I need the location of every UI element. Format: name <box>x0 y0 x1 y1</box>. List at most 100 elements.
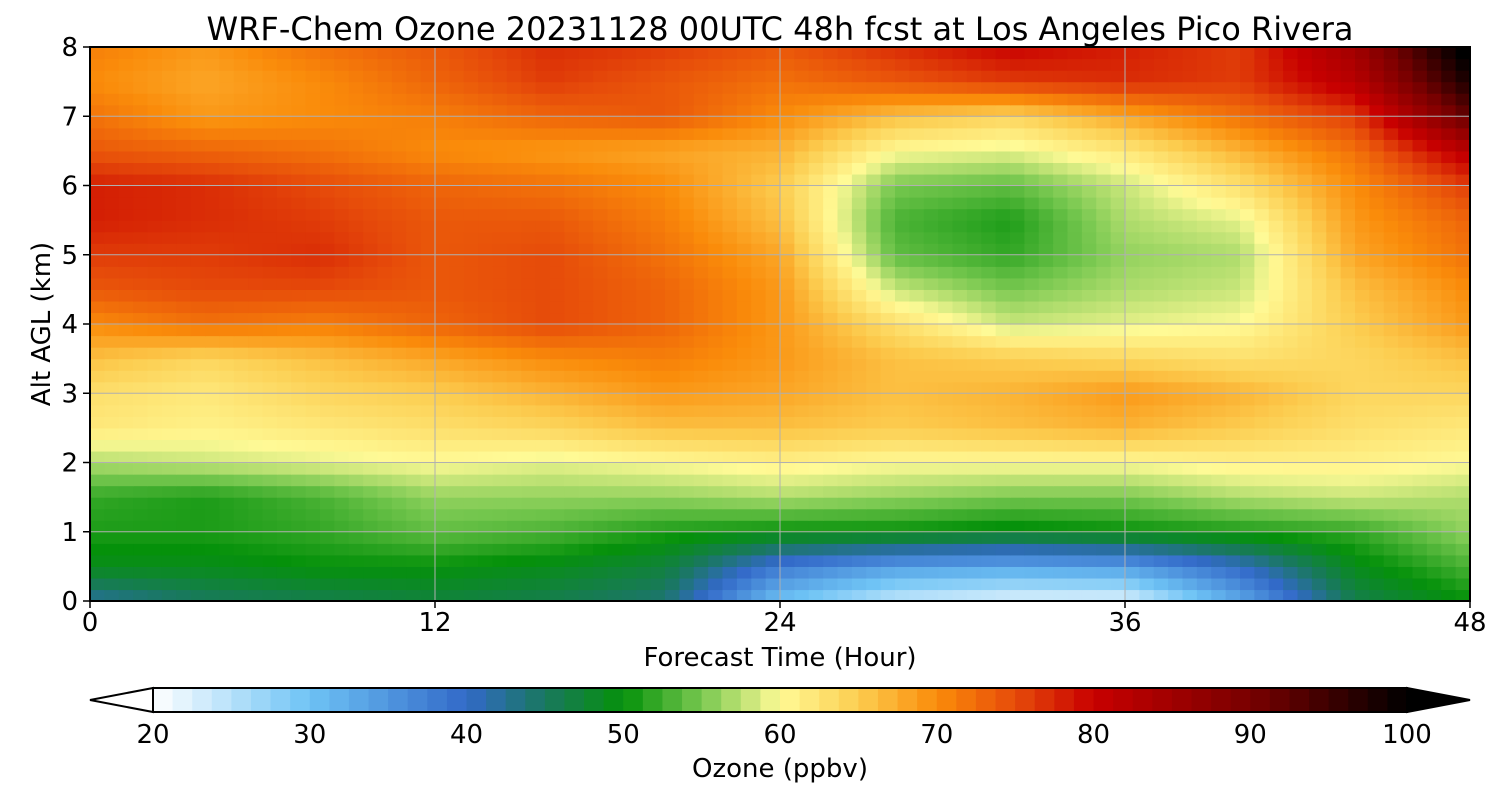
heatmap-cell <box>938 462 954 475</box>
heatmap-cell <box>1240 358 1255 371</box>
heatmap-cell <box>1268 312 1284 325</box>
heatmap-cell <box>851 485 867 498</box>
heatmap-cell <box>1441 289 1457 302</box>
heatmap-cell <box>535 266 551 279</box>
heatmap-cell <box>161 277 177 290</box>
heatmap-cell <box>1398 162 1414 175</box>
heatmap-cell <box>794 381 810 394</box>
heatmap-cell <box>248 416 264 429</box>
heatmap-cell <box>938 543 954 556</box>
heatmap-cell <box>1096 58 1112 71</box>
heatmap-cell <box>1182 497 1198 510</box>
colorbar-segment <box>153 688 174 712</box>
heatmap-cell <box>736 266 752 279</box>
heatmap-cell <box>90 381 105 394</box>
heatmap-cell <box>650 589 666 601</box>
heatmap-cell <box>161 347 177 360</box>
heatmap-cell <box>463 266 479 279</box>
heatmap-cell <box>521 150 537 164</box>
heatmap-cell <box>938 416 954 429</box>
heatmap-cell <box>1412 162 1428 175</box>
heatmap-cell <box>679 474 695 487</box>
heatmap-cell <box>492 335 508 348</box>
heatmap-cell <box>578 589 594 601</box>
heatmap-cell <box>823 300 839 314</box>
heatmap-cell <box>909 70 925 83</box>
heatmap-cell <box>190 474 206 487</box>
heatmap-cell <box>650 577 666 591</box>
heatmap-cell <box>1168 335 1184 348</box>
heatmap-cell <box>305 324 321 337</box>
heatmap-cell <box>578 462 594 475</box>
heatmap-cell <box>665 347 680 360</box>
heatmap-cell <box>722 58 738 71</box>
heatmap-cell <box>118 324 134 337</box>
heatmap-cell <box>1441 104 1457 117</box>
heatmap-cell <box>1010 93 1025 106</box>
heatmap-cell <box>1225 462 1241 475</box>
heatmap-cell <box>880 289 896 302</box>
heatmap-cell <box>966 139 982 152</box>
heatmap-cell <box>1211 197 1227 210</box>
heatmap-cell <box>607 577 623 591</box>
heatmap-cell <box>1355 347 1370 360</box>
heatmap-cell <box>650 220 666 233</box>
heatmap-cell <box>851 231 867 244</box>
heatmap-cell <box>1441 404 1457 417</box>
heatmap-cell <box>320 554 335 567</box>
heatmap-cell <box>305 208 321 221</box>
heatmap-cell <box>233 173 249 187</box>
heatmap-cell <box>909 185 925 198</box>
heatmap-cell <box>320 474 335 487</box>
heatmap-cell <box>578 439 594 452</box>
heatmap-cell <box>1081 150 1097 164</box>
heatmap-cell <box>420 404 436 417</box>
heatmap-cell <box>808 116 824 129</box>
heatmap-cell <box>377 554 393 567</box>
heatmap-cell <box>1340 554 1356 567</box>
heatmap-cell <box>463 185 479 198</box>
heatmap-cell <box>1240 289 1255 302</box>
colorbar-segment <box>1113 688 1134 712</box>
heatmap-cell <box>435 589 450 601</box>
heatmap-cell <box>1053 358 1069 371</box>
heatmap-cell <box>262 289 278 302</box>
heatmap-cell <box>1426 104 1442 117</box>
heatmap-cell <box>665 208 680 221</box>
heatmap-cell <box>190 104 206 117</box>
heatmap-cell <box>1053 81 1069 94</box>
heatmap-cell <box>1125 381 1140 394</box>
heatmap-cell <box>133 104 149 117</box>
heatmap-cell <box>377 93 393 106</box>
heatmap-cell <box>1311 427 1327 441</box>
heatmap-cell <box>837 104 853 117</box>
heatmap-cell <box>1441 462 1457 475</box>
heatmap-cell <box>90 370 105 383</box>
heatmap-cell <box>708 531 724 544</box>
colorbar-segment <box>799 688 820 712</box>
heatmap-cell <box>205 450 220 464</box>
heatmap-cell <box>708 277 724 290</box>
heatmap-cell <box>923 324 939 337</box>
heatmap-cell <box>1426 335 1442 348</box>
heatmap-cell <box>535 47 551 60</box>
heatmap-cell <box>348 462 364 475</box>
heatmap-cell <box>1426 508 1442 521</box>
heatmap-cell <box>837 81 853 94</box>
heatmap-cell <box>1053 427 1069 441</box>
heatmap-cell <box>1096 520 1112 533</box>
heatmap-cell <box>1153 370 1169 383</box>
heatmap-cell <box>1311 462 1327 475</box>
heatmap-cell <box>1168 520 1184 533</box>
heatmap-cell <box>1168 508 1184 521</box>
heatmap-cell <box>248 427 264 441</box>
heatmap-cell <box>1297 358 1313 371</box>
heatmap-cell <box>1441 220 1457 233</box>
heatmap-cell <box>1355 531 1370 544</box>
heatmap-cell <box>233 393 249 406</box>
heatmap-cell <box>1211 185 1227 198</box>
heatmap-cell <box>420 162 436 175</box>
heatmap-cell <box>966 300 982 314</box>
heatmap-cell <box>736 577 752 591</box>
heatmap-cell <box>679 116 695 129</box>
